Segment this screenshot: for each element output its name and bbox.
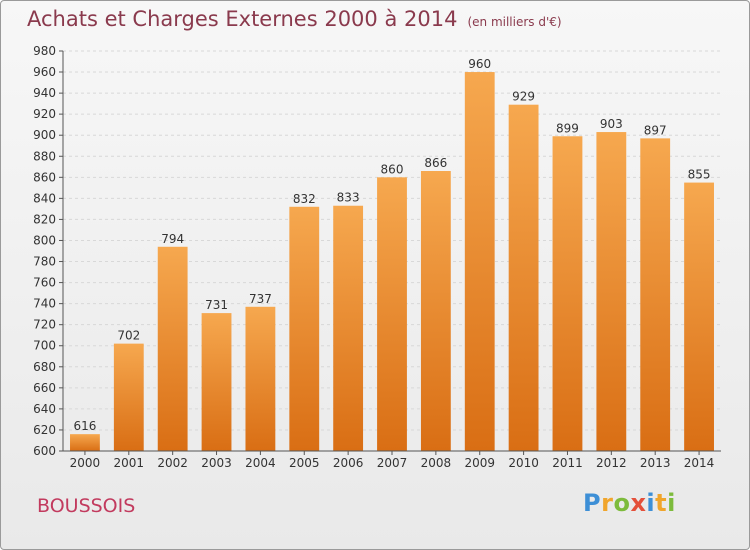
proxiti-logo: Proxiti — [583, 489, 676, 517]
logo-letter: t — [655, 489, 668, 517]
data-label: 616 — [73, 419, 96, 433]
y-tick-label: 940 — [33, 86, 56, 100]
data-label: 866 — [424, 156, 447, 170]
chart-title: Achats et Charges Externes 2000 à 2014 (e… — [27, 7, 562, 31]
logo-letter: r — [601, 489, 614, 517]
y-tick-label: 820 — [33, 212, 56, 226]
y-tick-label: 960 — [33, 65, 56, 79]
logo-letter: i — [667, 489, 676, 517]
y-tick-label: 920 — [33, 107, 56, 121]
data-label: 737 — [249, 292, 272, 306]
data-label: 860 — [381, 162, 404, 176]
y-tick-label: 980 — [33, 44, 56, 58]
data-label: 899 — [556, 121, 579, 135]
bar — [201, 313, 232, 451]
bars: 616 702 794 731 737 832 833 860 866 960 929 899 903 8… — [70, 57, 714, 452]
y-tick-label: 740 — [33, 297, 56, 311]
logo-letter: i — [646, 489, 656, 517]
y-tick-label: 600 — [33, 444, 56, 458]
x-tick-label: 2013 — [640, 456, 671, 470]
data-label: 832 — [293, 192, 316, 206]
logo-letter: x — [630, 489, 647, 517]
y-tick-label: 800 — [33, 233, 56, 247]
bar — [113, 343, 144, 451]
x-axis: 2000 2001 2002 2003 2004 2005 2006 2007 2008 2009… — [63, 450, 721, 470]
bar — [552, 136, 583, 451]
y-tick-label: 760 — [33, 276, 56, 290]
y-tick-label: 780 — [33, 255, 56, 269]
bar — [420, 171, 451, 451]
bar — [640, 138, 671, 452]
bar — [508, 104, 539, 452]
x-tick-label: 2005 — [289, 456, 320, 470]
x-tick-label: 2003 — [201, 456, 232, 470]
y-tick-label: 640 — [33, 402, 56, 416]
logo-letter: o — [613, 489, 631, 517]
x-tick-label: 2000 — [70, 456, 101, 470]
bar — [596, 132, 627, 452]
chart-unit: (en milliers d'€) — [467, 15, 562, 29]
x-tick-label: 2014 — [684, 456, 715, 470]
bar — [333, 205, 364, 451]
x-tick-label: 2010 — [508, 456, 539, 470]
bar — [70, 434, 100, 451]
bar — [245, 306, 276, 451]
data-label: 702 — [117, 329, 140, 343]
y-tick-label: 840 — [33, 191, 56, 205]
x-tick-label: 2006 — [333, 456, 364, 470]
data-label: 960 — [468, 57, 491, 71]
x-tick-label: 2008 — [421, 456, 452, 470]
bar — [289, 206, 320, 451]
x-tick-label: 2007 — [377, 456, 408, 470]
data-label: 731 — [205, 298, 228, 312]
x-tick-label: 2001 — [114, 456, 145, 470]
y-tick-label: 700 — [33, 339, 56, 353]
data-label: 903 — [600, 117, 623, 131]
y-axis: 600 620 640 660 680 700 720 740 760 780 800 820 840 8… — [33, 44, 64, 458]
x-tick-label: 2011 — [552, 456, 583, 470]
data-label: 929 — [512, 90, 535, 104]
data-label: 794 — [161, 232, 184, 246]
x-tick-label: 2004 — [245, 456, 276, 470]
bar — [157, 246, 188, 451]
y-tick-label: 900 — [33, 128, 56, 142]
x-tick-label: 2009 — [464, 456, 495, 470]
y-tick-label: 620 — [33, 423, 56, 437]
y-tick-label: 880 — [33, 149, 56, 163]
data-label: 897 — [644, 123, 667, 137]
x-tick-label: 2012 — [596, 456, 627, 470]
bar — [684, 182, 714, 451]
bar — [464, 72, 495, 451]
x-tick-label: 2002 — [157, 456, 188, 470]
y-tick-label: 860 — [33, 170, 56, 184]
y-tick-label: 660 — [33, 381, 56, 395]
y-tick-label: 680 — [33, 360, 56, 374]
data-label: 833 — [337, 191, 360, 205]
chart-title-text: Achats et Charges Externes 2000 à 2014 — [27, 7, 458, 31]
bar — [377, 177, 407, 451]
commune-name: BOUSSOIS — [37, 495, 136, 517]
data-label: 855 — [688, 168, 711, 182]
y-tick-label: 720 — [33, 318, 56, 332]
logo-letter: P — [583, 489, 602, 517]
